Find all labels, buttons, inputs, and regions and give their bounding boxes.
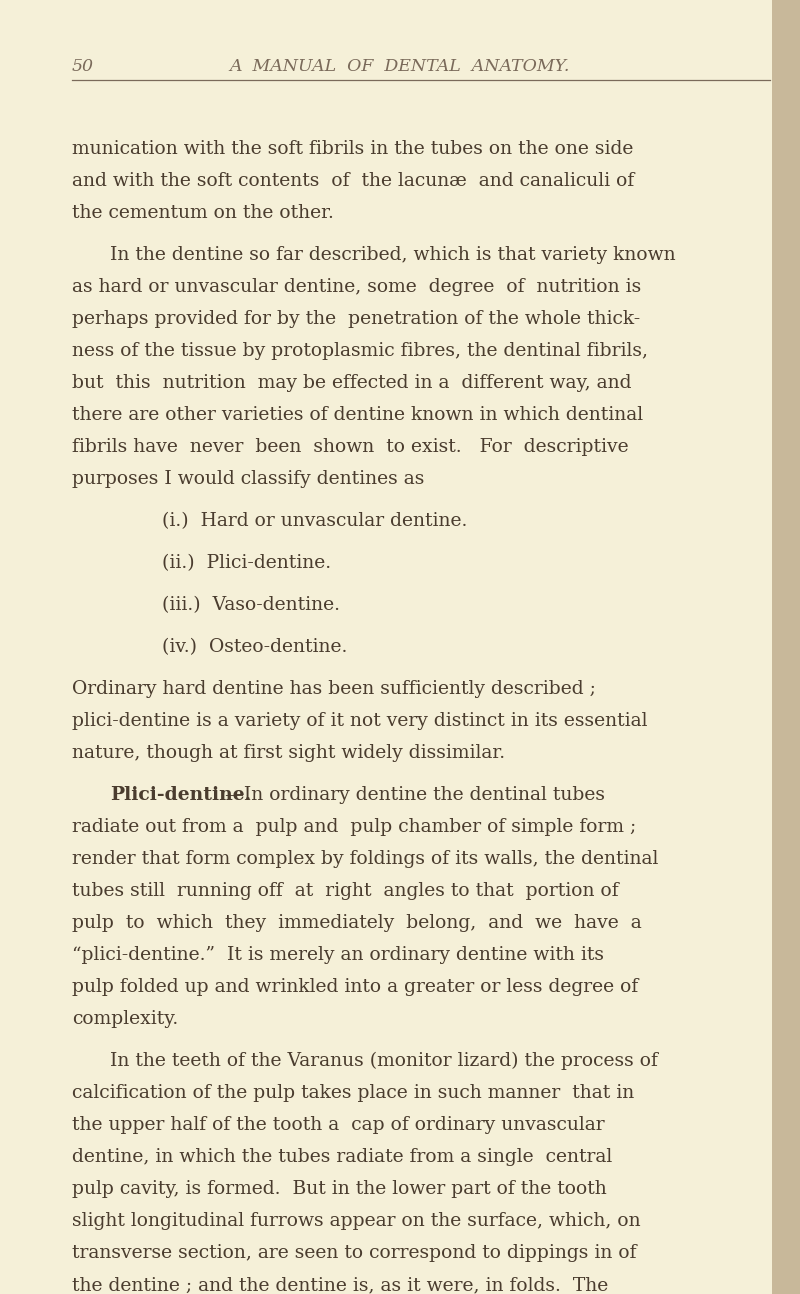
Text: and with the soft contents  of  the lacunæ  and canaliculi of: and with the soft contents of the lacunæ… xyxy=(72,172,634,190)
Text: render that form complex by foldings of its walls, the dentinal: render that form complex by foldings of … xyxy=(72,850,658,868)
Text: the cementum on the other.: the cementum on the other. xyxy=(72,204,334,223)
Text: munication with the soft fibrils in the tubes on the one side: munication with the soft fibrils in the … xyxy=(72,140,634,158)
Text: 50: 50 xyxy=(72,58,94,75)
Text: (iii.)  Vaso-dentine.: (iii.) Vaso-dentine. xyxy=(162,597,340,613)
Text: the dentine ; and the dentine is, as it were, in folds.  The: the dentine ; and the dentine is, as it … xyxy=(72,1276,608,1294)
Text: slight longitudinal furrows appear on the surface, which, on: slight longitudinal furrows appear on th… xyxy=(72,1212,641,1231)
Text: (iv.)  Osteo-dentine.: (iv.) Osteo-dentine. xyxy=(162,638,347,656)
Text: In the teeth of the Varanus (monitor lizard) the process of: In the teeth of the Varanus (monitor liz… xyxy=(110,1052,658,1070)
Text: purposes I would classify dentines as: purposes I would classify dentines as xyxy=(72,470,424,488)
Bar xyxy=(772,0,800,1294)
Text: calcification of the pulp takes place in such manner  that in: calcification of the pulp takes place in… xyxy=(72,1084,634,1102)
Text: complexity.: complexity. xyxy=(72,1011,178,1027)
Text: pulp  to  which  they  immediately  belong,  and  we  have  a: pulp to which they immediately belong, a… xyxy=(72,914,642,932)
Text: but  this  nutrition  may be effected in a  different way, and: but this nutrition may be effected in a … xyxy=(72,374,631,392)
Text: pulp cavity, is formed.  But in the lower part of the tooth: pulp cavity, is formed. But in the lower… xyxy=(72,1180,606,1198)
Text: nature, though at first sight widely dissimilar.: nature, though at first sight widely dis… xyxy=(72,744,505,762)
Text: transverse section, are seen to correspond to dippings in of: transverse section, are seen to correspo… xyxy=(72,1244,637,1262)
Text: dentine, in which the tubes radiate from a single  central: dentine, in which the tubes radiate from… xyxy=(72,1148,612,1166)
Text: A  MANUAL  OF  DENTAL  ANATOMY.: A MANUAL OF DENTAL ANATOMY. xyxy=(230,58,570,75)
Text: (ii.)  Plici-dentine.: (ii.) Plici-dentine. xyxy=(162,554,331,572)
Text: the upper half of the tooth a  cap of ordinary unvascular: the upper half of the tooth a cap of ord… xyxy=(72,1115,605,1134)
Text: radiate out from a  pulp and  pulp chamber of simple form ;: radiate out from a pulp and pulp chamber… xyxy=(72,818,636,836)
Text: plici-dentine is a variety of it not very distinct in its essential: plici-dentine is a variety of it not ver… xyxy=(72,712,647,730)
Text: fibrils have  never  been  shown  to exist.   For  descriptive: fibrils have never been shown to exist. … xyxy=(72,437,629,455)
Text: as hard or unvascular dentine, some  degree  of  nutrition is: as hard or unvascular dentine, some degr… xyxy=(72,278,642,296)
Text: there are other varieties of dentine known in which dentinal: there are other varieties of dentine kno… xyxy=(72,406,643,424)
Text: pulp folded up and wrinkled into a greater or less degree of: pulp folded up and wrinkled into a great… xyxy=(72,978,638,996)
Text: (i.)  Hard or unvascular dentine.: (i.) Hard or unvascular dentine. xyxy=(162,512,467,531)
Text: In the dentine so far described, which is that variety known: In the dentine so far described, which i… xyxy=(110,246,676,264)
Text: —In ordinary dentine the dentinal tubes: —In ordinary dentine the dentinal tubes xyxy=(225,785,605,804)
Text: Ordinary hard dentine has been sufficiently described ;: Ordinary hard dentine has been sufficien… xyxy=(72,681,596,697)
Text: “plici-dentine.”  It is merely an ordinary dentine with its: “plici-dentine.” It is merely an ordinar… xyxy=(72,946,604,964)
Text: tubes still  running off  at  right  angles to that  portion of: tubes still running off at right angles … xyxy=(72,883,618,901)
Text: perhaps provided for by the  penetration of the whole thick-: perhaps provided for by the penetration … xyxy=(72,311,640,327)
Text: Plici-dentine.: Plici-dentine. xyxy=(110,785,251,804)
Text: ness of the tissue by protoplasmic fibres, the dentinal fibrils,: ness of the tissue by protoplasmic fibre… xyxy=(72,342,648,360)
